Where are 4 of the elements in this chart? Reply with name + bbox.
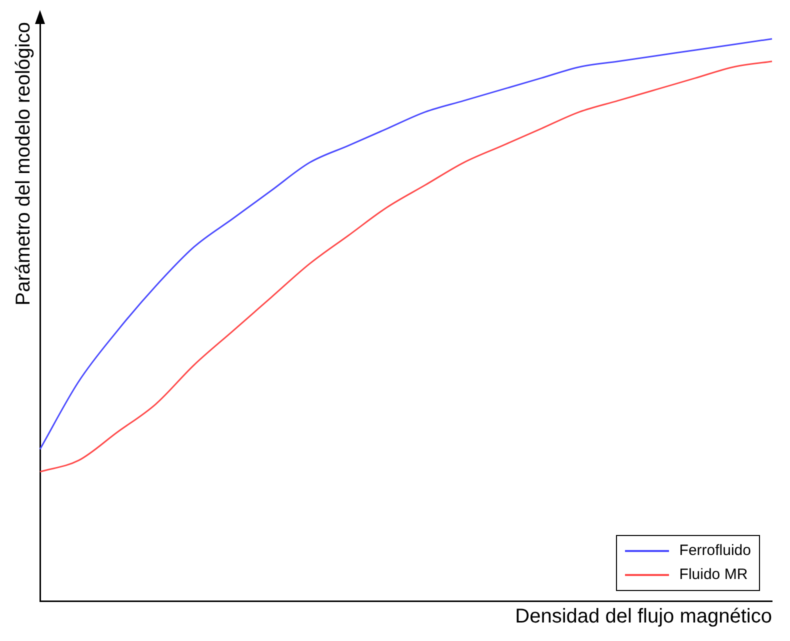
y-axis-title: Parámetro del modelo reológico [12,22,35,306]
legend-label: Fluido MR [679,565,748,585]
legend-label: Ferrofluido [679,541,751,561]
x-axis-title: Densidad del flujo magnético [515,606,772,628]
